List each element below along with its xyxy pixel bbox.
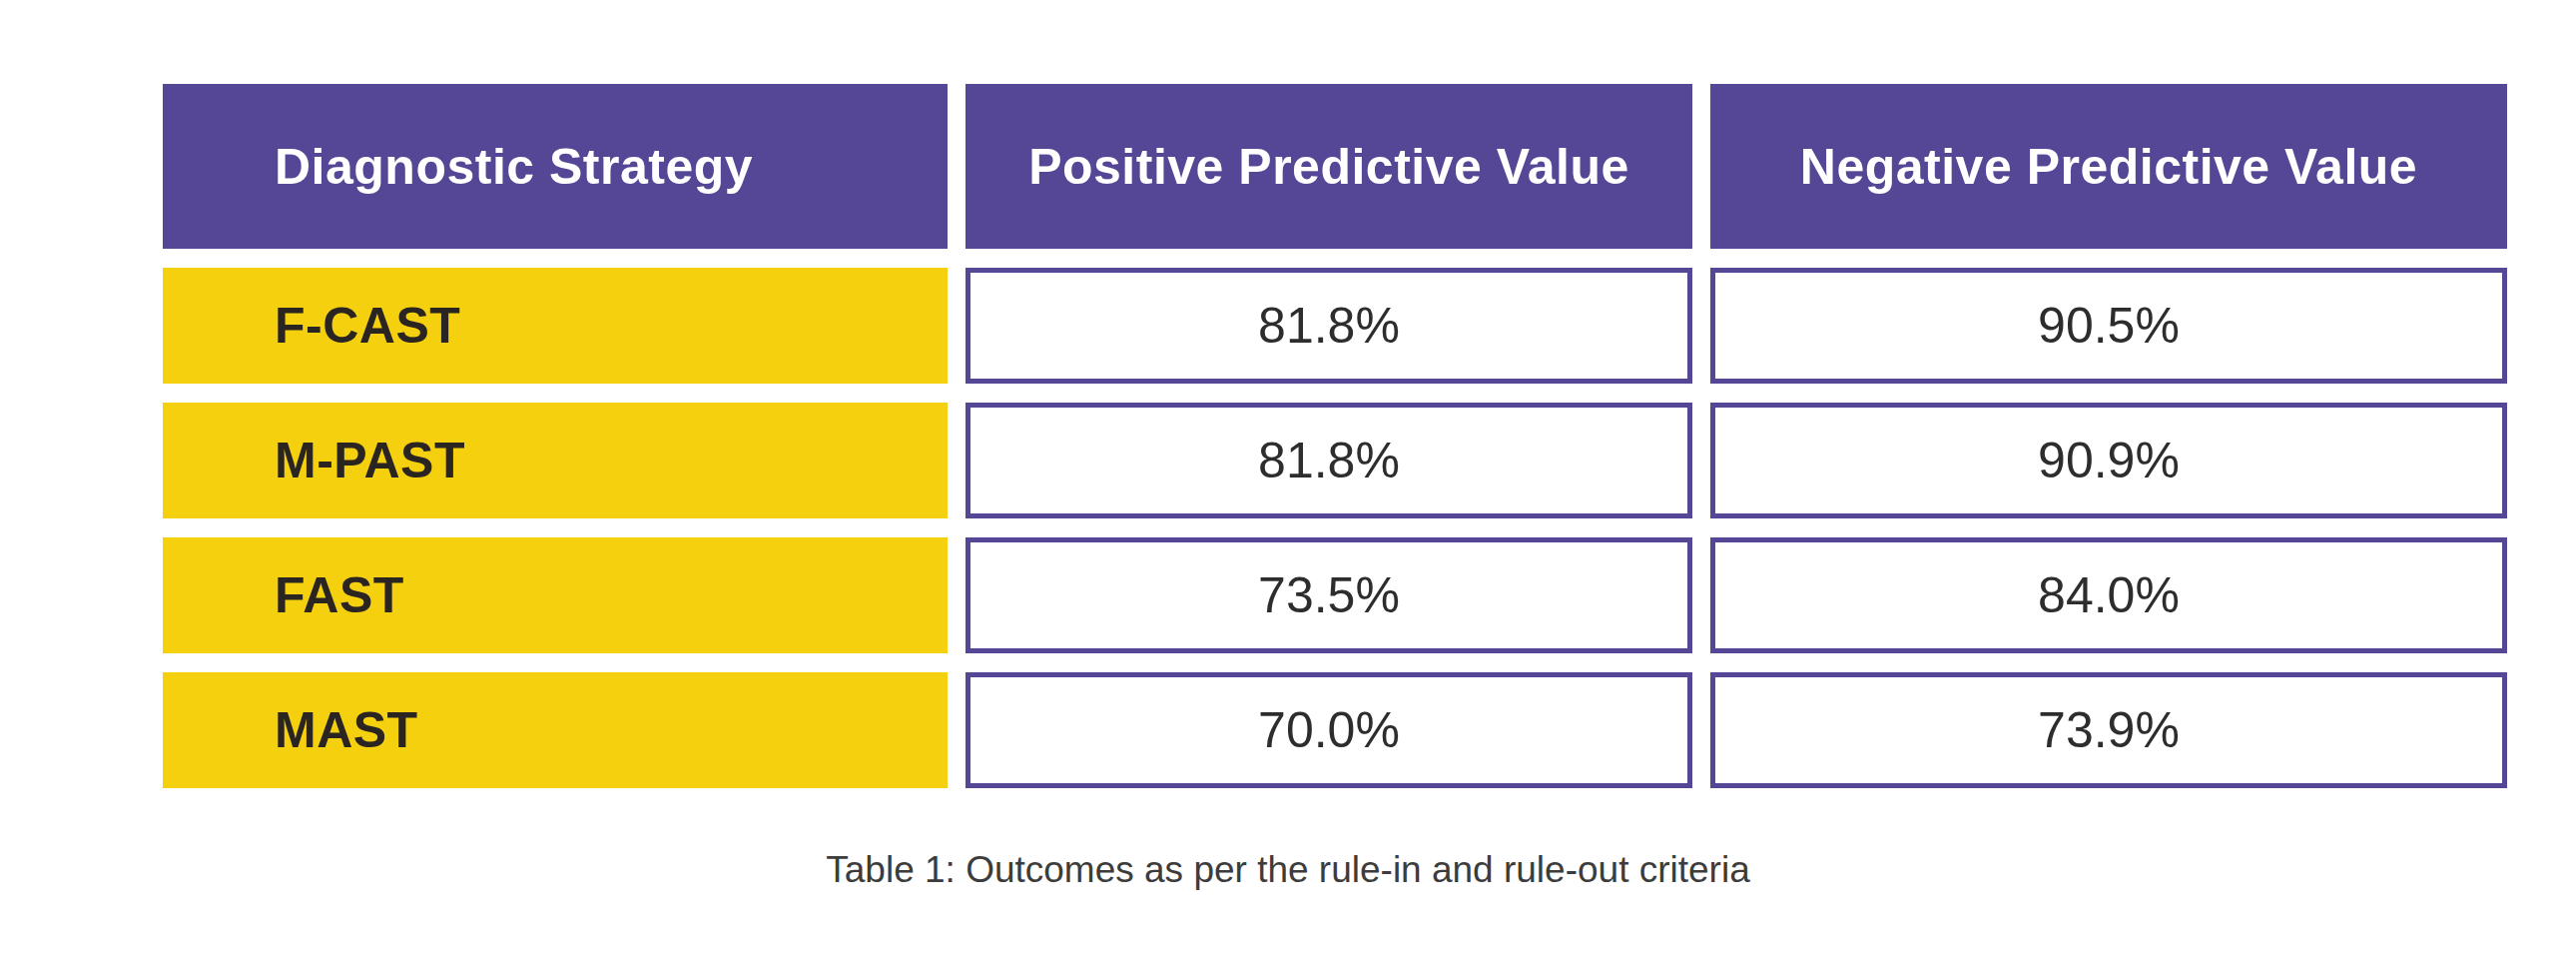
value-f-cast-npv: 90.5% (1710, 268, 2507, 384)
value-fast-ppv: 73.5% (966, 537, 1692, 653)
table-figure: Diagnostic Strategy Positive Predictive … (0, 0, 2576, 955)
row-label-m-past: M-PAST (163, 403, 948, 518)
column-header-negative-predictive-value: Negative Predictive Value (1710, 84, 2507, 249)
row-label-f-cast: F-CAST (163, 268, 948, 384)
value-fast-npv: 84.0% (1710, 537, 2507, 653)
value-m-past-ppv: 81.8% (966, 403, 1692, 518)
row-label-mast: MAST (163, 672, 948, 788)
value-mast-ppv: 70.0% (966, 672, 1692, 788)
value-mast-npv: 73.9% (1710, 672, 2507, 788)
column-header-positive-predictive-value: Positive Predictive Value (966, 84, 1692, 249)
outcomes-table: Diagnostic Strategy Positive Predictive … (163, 84, 2507, 788)
value-m-past-npv: 90.9% (1710, 403, 2507, 518)
value-f-cast-ppv: 81.8% (966, 268, 1692, 384)
table-caption: Table 1: Outcomes as per the rule-in and… (0, 849, 2576, 891)
column-header-diagnostic-strategy: Diagnostic Strategy (163, 84, 948, 249)
row-label-fast: FAST (163, 537, 948, 653)
